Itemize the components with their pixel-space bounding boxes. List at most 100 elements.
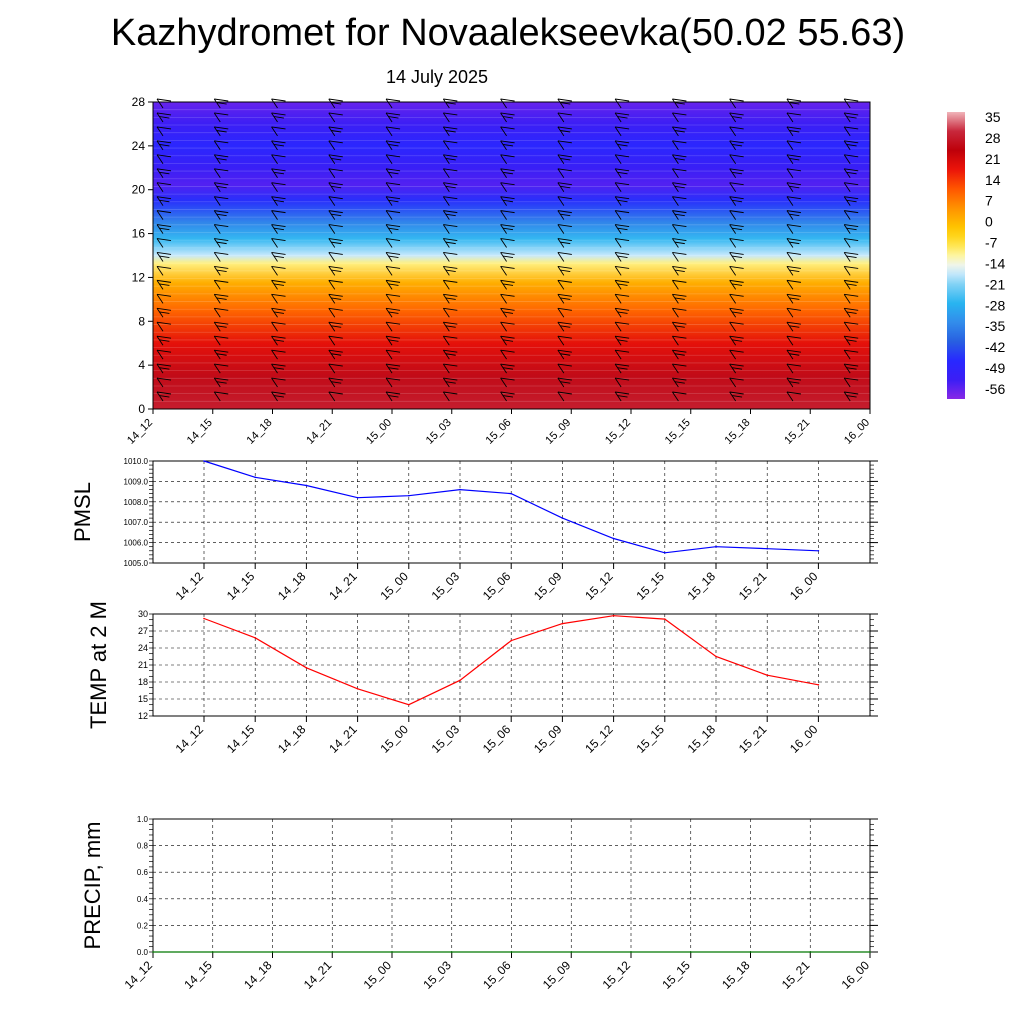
wind-barb-flag [500,196,515,200]
wind-barb-staff [672,126,679,137]
wind-barb-staff [156,321,164,332]
wind-barb [786,349,801,360]
wind-barb-flag [214,307,229,311]
wind-barb-flag [443,265,458,269]
wind-barb-flag [615,279,630,283]
wind-barb-staff [672,349,679,360]
wind-barb-staff [328,294,336,304]
wind-barb-flag [672,112,687,116]
wind-barb-flag [557,377,572,381]
wind-barb-staff [213,252,221,262]
wind-barb-flag [786,349,801,353]
wind-barb-flag [328,154,343,158]
wind-barb-flag [731,171,743,175]
x-tick-label: 14_15 [185,417,215,447]
wind-barb-flag [846,255,857,259]
wind-barb-staff [271,154,278,165]
wind-barb-staff [614,266,622,276]
wind-barb-staff [156,377,164,388]
wind-barb-flag [328,112,343,116]
wind-barb-staff [500,294,507,304]
wind-barb-staff [328,321,336,332]
wind-barb [672,224,687,234]
wind-barb-staff [442,182,450,192]
y-tick-label: 0.8 [137,842,149,851]
wind-barb-flag [844,349,859,353]
colorbar-label: -49 [985,360,1005,376]
wind-barb-flag [443,168,458,172]
wind-barb [672,140,687,151]
wind-barb [614,363,630,374]
wind-barb-staff [328,126,336,137]
wind-barb-flag [615,210,630,214]
wind-barb-flag [672,238,687,241]
wind-barb-staff [156,224,164,234]
x-tick-label: 14_15 [224,722,258,756]
wind-barb-staff [786,280,794,290]
wind-barb [557,252,572,262]
wind-barb-flag [159,339,170,342]
wind-barb [729,349,744,360]
wind-barb [843,98,859,109]
wind-barb-flag [846,311,857,314]
wind-barb-flag [786,224,801,228]
y-tick-label: 12 [132,270,146,284]
data-point [356,496,359,499]
wind-barb-flag [445,297,456,300]
wind-barb-flag [216,353,227,356]
colorbar-label: 14 [985,172,1001,188]
wind-barb [328,126,343,137]
wind-barb-flag [844,140,859,144]
wind-barb-flag [271,154,286,158]
wind-barb-staff [213,321,221,332]
wind-barb-staff [729,280,737,290]
wind-barb [328,224,343,234]
wind-barb [442,210,458,220]
wind-barb-staff [328,266,336,276]
x-tick-label: 14_21 [326,569,360,603]
wind-barb-flag [502,311,514,314]
wind-barb-flag [844,321,859,325]
wind-barb [843,238,859,248]
wind-barb-flag [729,377,744,381]
wind-barb-flag [615,363,630,367]
wind-barb-flag [674,325,685,328]
wind-barb-staff [614,168,622,179]
wind-barb-flag [214,238,229,241]
wind-barb [328,168,343,179]
wind-barb-staff [614,154,622,165]
wind-barb [786,196,801,206]
wind-barb-flag [328,377,343,381]
wind-barb [385,377,401,388]
wind-barb-staff [156,391,164,402]
x-tick-label: 15_03 [420,958,454,992]
y-tick-label: 4 [138,358,145,372]
wind-barb [271,293,286,304]
wind-barb-flag [386,307,401,311]
wind-barb-staff [442,224,450,234]
wind-barb [213,321,229,332]
wind-barb-flag [557,321,572,325]
x-tick-label: 16_00 [787,569,821,603]
wind-barb [328,196,343,206]
colorbar-label: 0 [985,214,993,230]
wind-barb [557,307,572,318]
wind-barb-staff [500,210,507,220]
wind-barb-staff [843,280,851,290]
wind-barb-staff [843,391,851,402]
wind-barb [271,238,286,248]
wind-barb-staff [672,140,679,151]
wind-barb-staff [729,294,737,304]
wind-barb [442,154,458,165]
wind-barb-flag [672,363,687,367]
wind-barb-flag [271,293,286,297]
data-point [331,951,334,953]
wind-barb-staff [385,238,393,248]
wind-barb-staff [271,210,278,220]
wind-barb-staff [156,349,164,360]
wind-barb-flag [331,353,342,356]
wind-barb [213,224,229,234]
wind-barb [156,196,172,206]
data-point [766,674,768,676]
wind-barb [271,349,286,360]
